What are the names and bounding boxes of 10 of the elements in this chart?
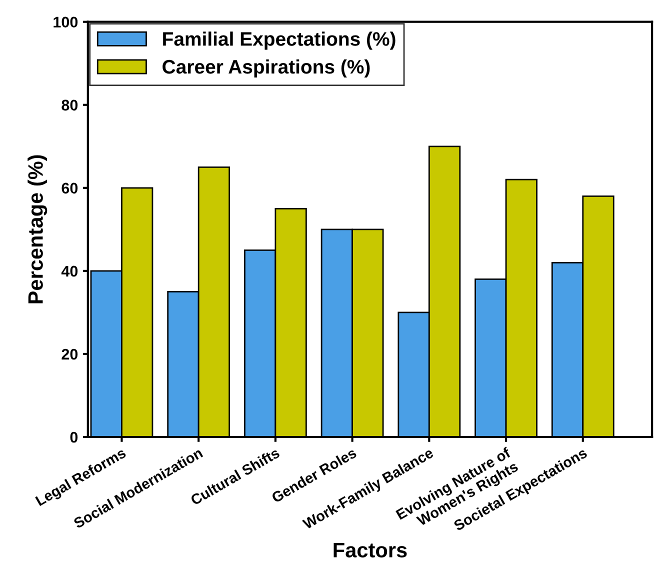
y-tick-label: 20	[62, 348, 78, 360]
y-tick-label: 40	[61, 266, 78, 277]
y-tick-label: 80	[62, 100, 78, 111]
y-axis-title: Percentage (%)	[28, 155, 48, 304]
legend-label: Career Aspirations (%)	[162, 59, 370, 78]
y-tick-label: 0	[70, 432, 78, 443]
y-tick-label: 60	[62, 182, 78, 194]
y-tick-label: 100	[54, 16, 78, 28]
x-axis-title: Factors	[334, 542, 407, 558]
legend-label: Familial Expectations (%)	[163, 32, 396, 50]
